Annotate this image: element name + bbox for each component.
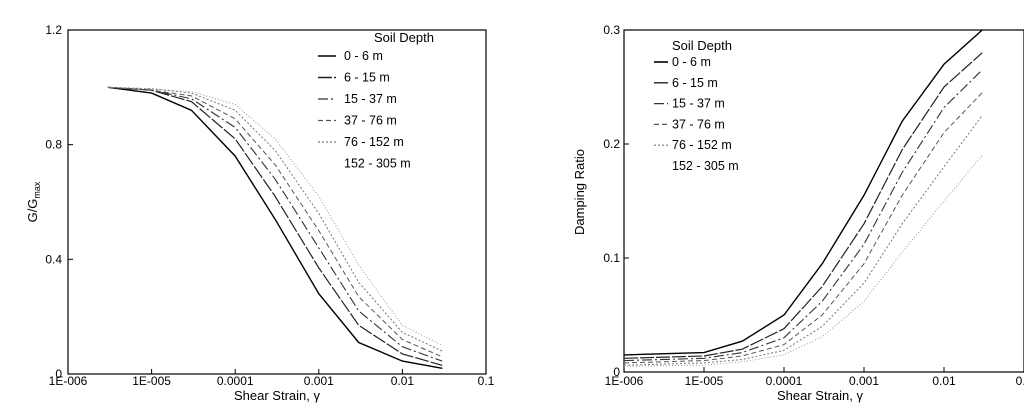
x-tick-label: 1E-006 [605, 374, 644, 388]
legend-item: 15 - 37 m [672, 97, 725, 111]
y-tick-label: 0.4 [45, 252, 62, 266]
x-tick-label: 1E-005 [685, 374, 724, 388]
y-tick-labels: 0 0.1 0.2 0.3 [603, 23, 629, 379]
series-line-2 [107, 86, 443, 362]
x-tick-label: 0.01 [932, 374, 956, 388]
legend-item: 152 - 305 m [344, 157, 411, 171]
damping-ratio-chart: 0 0.1 0.2 0.3 1E-006 1E-005 0.0001 0.001 0.01 0.… [572, 23, 1024, 403]
y-axis-label: Damping Ratio [572, 149, 587, 235]
legend-title: Soil Depth [374, 30, 434, 45]
x-tick-label: 1E-006 [49, 374, 88, 388]
legend: Soil Depth 0 - 6 m 6 - 15 m 15 - 37 m 37 - … [318, 30, 434, 171]
x-tick-label: 1E-005 [132, 374, 171, 388]
series-line-2 [623, 69, 983, 362]
series-line-0 [623, 29, 983, 356]
y-axis-label: G/Gmax [25, 181, 42, 222]
y-axis-label-sub: max [32, 181, 42, 199]
y-tick-label: 0 [55, 367, 62, 381]
plot-frame [623, 29, 1024, 373]
series-line-1 [623, 52, 983, 359]
x-tick-label: 0.1 [1016, 374, 1024, 388]
series-line-5 [623, 155, 983, 367]
x-axis-label: Shear Strain, γ [234, 388, 320, 403]
x-tick-label: 0.001 [849, 374, 879, 388]
modulus-reduction-chart: 0 0.4 0.8 1.2 1E-006 1E-005 0.0001 0.001 0.01 0.… [25, 23, 495, 403]
series-lines [623, 29, 983, 367]
y-tick-label: 1.2 [45, 23, 62, 37]
y-tick-label: 0.1 [603, 251, 620, 265]
series-lines [107, 86, 443, 369]
legend-item: 76 - 152 m [672, 138, 732, 152]
x-tick-labels: 1E-006 1E-005 0.0001 0.001 0.01 0.1 [49, 369, 495, 388]
x-tick-label: 0.01 [391, 374, 415, 388]
series-line-1 [107, 86, 443, 366]
x-tick-label: 0.1 [478, 374, 495, 388]
legend-item: 152 - 305 m [672, 159, 739, 173]
y-tick-label: 0.8 [45, 138, 62, 152]
x-axis-label: Shear Strain, γ [777, 388, 863, 403]
legend-item: 76 - 152 m [344, 135, 404, 149]
y-tick-label: 0.2 [603, 137, 620, 151]
y-axis-label-main: G/G [25, 199, 40, 223]
series-line-0 [107, 86, 443, 369]
legend-item: 6 - 15 m [344, 71, 390, 85]
legend-item: 0 - 6 m [344, 49, 383, 63]
y-tick-labels: 0 0.4 0.8 1.2 [45, 23, 73, 381]
x-tick-label: 0.0001 [217, 374, 254, 388]
x-tick-labels: 1E-006 1E-005 0.0001 0.001 0.01 0.1 [605, 367, 1024, 388]
legend-item: 37 - 76 m [344, 114, 397, 128]
legend-item: 6 - 15 m [672, 76, 718, 90]
series-line-5 [107, 86, 443, 346]
series-line-3 [107, 86, 443, 358]
legend-item: 0 - 6 m [672, 55, 711, 69]
legend-item: 15 - 37 m [344, 92, 397, 106]
legend-title: Soil Depth [672, 38, 732, 53]
legend: Soil Depth 0 - 6 m 6 - 15 m 15 - 37 m 37 - … [654, 38, 739, 173]
series-line-4 [623, 115, 983, 366]
series-line-3 [623, 92, 983, 364]
x-tick-label: 0.0001 [766, 374, 803, 388]
plot-frame [67, 29, 487, 375]
legend-item: 37 - 76 m [672, 117, 725, 131]
x-tick-label: 0.001 [304, 374, 334, 388]
y-tick-label: 0 [613, 365, 620, 379]
y-tick-label: 0.3 [603, 23, 620, 37]
